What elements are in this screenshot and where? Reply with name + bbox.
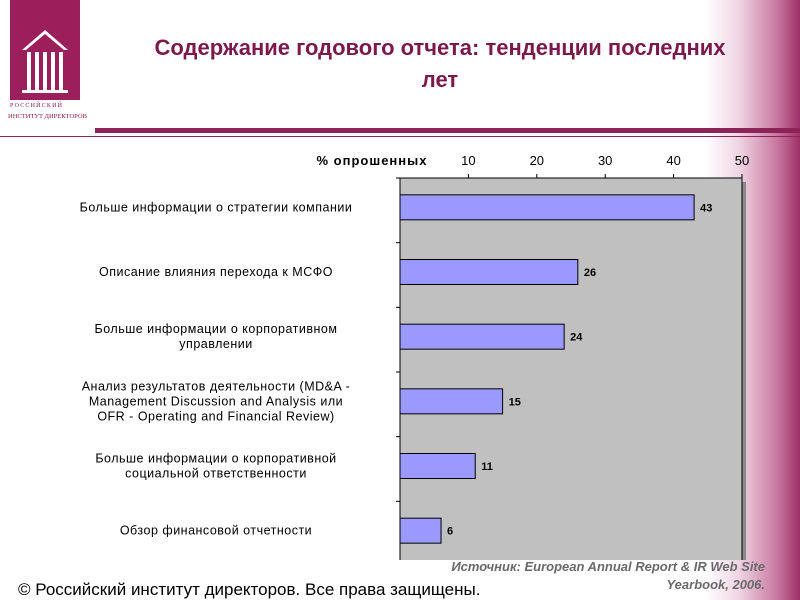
bar [399, 194, 695, 221]
data-label: 15 [509, 396, 521, 408]
category-label: Больше информации о корпоративной [95, 452, 336, 466]
category-label: управлении [179, 337, 252, 351]
category-label: Больше информации о корпоративном [95, 322, 338, 336]
x-tick-label: 40 [666, 153, 680, 168]
data-label: 6 [447, 526, 453, 538]
logo-text-line2: ИНСТИТУТ ДИРЕКТОРОВ [8, 113, 87, 120]
category-label: Management Discussion and Analysis или [89, 394, 343, 408]
logo [10, 0, 80, 100]
x-tick-label: 10 [461, 153, 475, 168]
plot-area [399, 177, 743, 560]
data-label: 43 [700, 202, 712, 214]
bar [399, 323, 565, 350]
bar [399, 517, 442, 544]
x-tick-label: 20 [530, 153, 544, 168]
bar-chart: 10 20 30 40 50 % опрошенных 43 Больше информаци… [80, 153, 749, 560]
bar [399, 388, 504, 415]
data-label: 24 [570, 332, 583, 344]
category-label: Анализ результатов деятельности (MD&A - [82, 379, 351, 393]
category-label: социальной ответственности [125, 467, 307, 481]
x-tick-label: 30 [598, 153, 612, 168]
x-axis-label: % опрошенных [317, 153, 428, 168]
divider-thick [95, 128, 800, 133]
x-tick-label: 50 [735, 153, 749, 168]
category-label: Больше информации о стратегии компании [80, 200, 353, 214]
data-label: 11 [481, 461, 493, 473]
copyright-footer: © Российский институт директоров. Все пр… [18, 580, 481, 599]
bar [399, 453, 476, 479]
category-label: Описание влияния перехода к МСФО [99, 265, 333, 279]
divider-thin [0, 136, 800, 137]
logo-text-line1: РОССИЙСКИЙ [10, 103, 64, 109]
bar [399, 259, 579, 285]
source-note: Источник: European Annual Report & IR We… [451, 559, 765, 592]
category-label: OFR - Operating and Financial Review) [97, 409, 334, 423]
building-icon [22, 30, 68, 93]
category-label: Обзор финансовой отчетности [120, 524, 312, 538]
data-label: 26 [584, 267, 596, 279]
page-title: Содержание годового отчета: тенденции по… [154, 35, 726, 92]
